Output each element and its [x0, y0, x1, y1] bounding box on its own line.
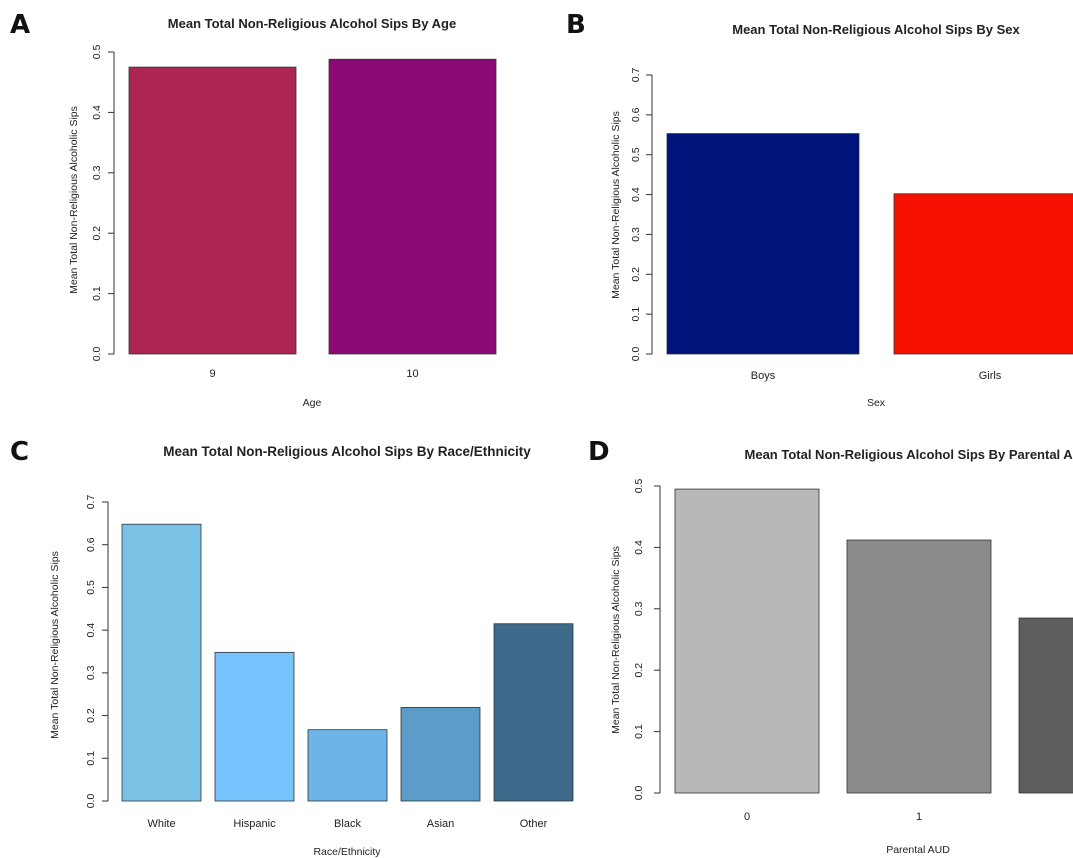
panel-d-xlabel: Parental AUD [886, 844, 950, 856]
panel-c-y-tick-label: 0.3 [85, 665, 97, 680]
panel-a-bar-10 [328, 58, 497, 355]
panel-c-xlabel: Race/Ethnicity [313, 846, 381, 858]
panel-c-bar-hispanic [214, 651, 295, 802]
panel-b-y-tick-label: 0.7 [630, 68, 642, 83]
panel-d-ylabel: Mean Total Non-Religious Alcoholic Sips [610, 546, 622, 734]
panel-d-bar-1 [846, 539, 992, 794]
panel-c-ylabel: Mean Total Non-Religious Alcoholic Sips [49, 551, 61, 739]
panel-c-y-tick-label: 0.0 [85, 794, 97, 809]
panel-a-category-label: 10 [406, 368, 418, 380]
panel-a-y-tick-label: 0.5 [91, 45, 103, 60]
panel-b-bar-girls [893, 193, 1073, 355]
panel-a-y-tick-label: 0.0 [91, 347, 103, 362]
panel-c-category-label: White [147, 818, 175, 830]
panel-d: D Mean Total Non-Religious Alcohol Sips … [588, 437, 1073, 856]
panel-d-y-tick-label: 0.4 [633, 540, 645, 555]
panel-d-y-tick-label: 0.2 [633, 663, 645, 678]
panel-c-y-tick-label: 0.5 [85, 580, 97, 595]
panel-letter-c: C [10, 437, 29, 467]
panel-a-bar-9 [128, 66, 297, 355]
panel-d-category-label: 1 [916, 811, 922, 823]
panel-letter-b: B [566, 10, 586, 40]
panel-c-y-tick-label: 0.1 [85, 751, 97, 766]
panel-a-y-tick-label: 0.3 [91, 165, 103, 180]
panel-c-bar-other [493, 623, 574, 802]
panel-b-category-label: Girls [979, 370, 1002, 382]
panel-c-y-tick-label: 0.4 [85, 623, 97, 638]
panel-a-y-tick-label: 0.1 [91, 286, 103, 301]
panel-b-category-label: Boys [751, 370, 776, 382]
panel-letter-d: D [588, 437, 610, 467]
panel-d-category-label: 0 [744, 811, 750, 823]
panel-b: B Mean Total Non-Religious Alcohol Sips … [566, 10, 1073, 409]
panel-c: C Mean Total Non-Religious Alcohol Sips … [10, 437, 574, 858]
panel-c-category-label: Other [520, 818, 548, 830]
panel-a-category-label: 9 [209, 368, 215, 380]
panel-b-y-tick-label: 0.4 [630, 187, 642, 202]
panel-c-y-tick-label: 0.6 [85, 537, 97, 552]
panel-b-bar-boys [666, 133, 860, 355]
panel-c-category-label: Hispanic [233, 818, 276, 830]
panel-c-y-tick-label: 0.2 [85, 708, 97, 723]
panel-a-title: Mean Total Non-Religious Alcohol Sips By… [168, 16, 456, 31]
panel-c-bar-black [307, 729, 388, 802]
panel-b-y-tick-label: 0.1 [630, 307, 642, 322]
panel-d-bar-series-2 [1018, 617, 1073, 794]
panel-c-category-label: Black [334, 818, 361, 830]
panel-b-y-tick-label: 0.0 [630, 347, 642, 362]
panel-c-bar-asian [400, 707, 481, 802]
panel-letter-a: A [10, 10, 30, 40]
panel-d-y-tick-label: 0.0 [633, 786, 645, 801]
panel-a-xlabel: Age [303, 397, 322, 409]
panel-a: A Mean Total Non-Religious Alcohol Sips … [10, 10, 497, 409]
panel-c-category-label: Asian [427, 818, 455, 830]
panel-d-y-tick-label: 0.1 [633, 724, 645, 739]
panel-c-y-tick-label: 0.7 [85, 495, 97, 510]
panel-b-xlabel: Sex [867, 397, 886, 409]
panel-b-ylabel: Mean Total Non-Religious Alcoholic Sips [610, 111, 622, 299]
panel-b-y-tick-label: 0.2 [630, 267, 642, 282]
panel-c-bar-white [121, 523, 202, 802]
panel-b-title: Mean Total Non-Religious Alcohol Sips By… [732, 22, 1020, 37]
panel-a-ylabel: Mean Total Non-Religious Alcoholic Sips [68, 106, 80, 294]
panel-d-y-tick-label: 0.5 [633, 479, 645, 494]
panel-d-bar-0 [674, 488, 820, 794]
panel-b-y-tick-label: 0.5 [630, 147, 642, 162]
panel-b-y-tick-label: 0.3 [630, 227, 642, 242]
panel-d-y-tick-label: 0.3 [633, 601, 645, 616]
panel-b-y-tick-label: 0.6 [630, 107, 642, 122]
panel-a-y-tick-label: 0.4 [91, 105, 103, 120]
panel-d-title: Mean Total Non-Religious Alcohol Sips By… [745, 447, 1073, 462]
panel-c-title: Mean Total Non-Religious Alcohol Sips By… [163, 444, 531, 459]
panel-a-y-tick-label: 0.2 [91, 226, 103, 241]
